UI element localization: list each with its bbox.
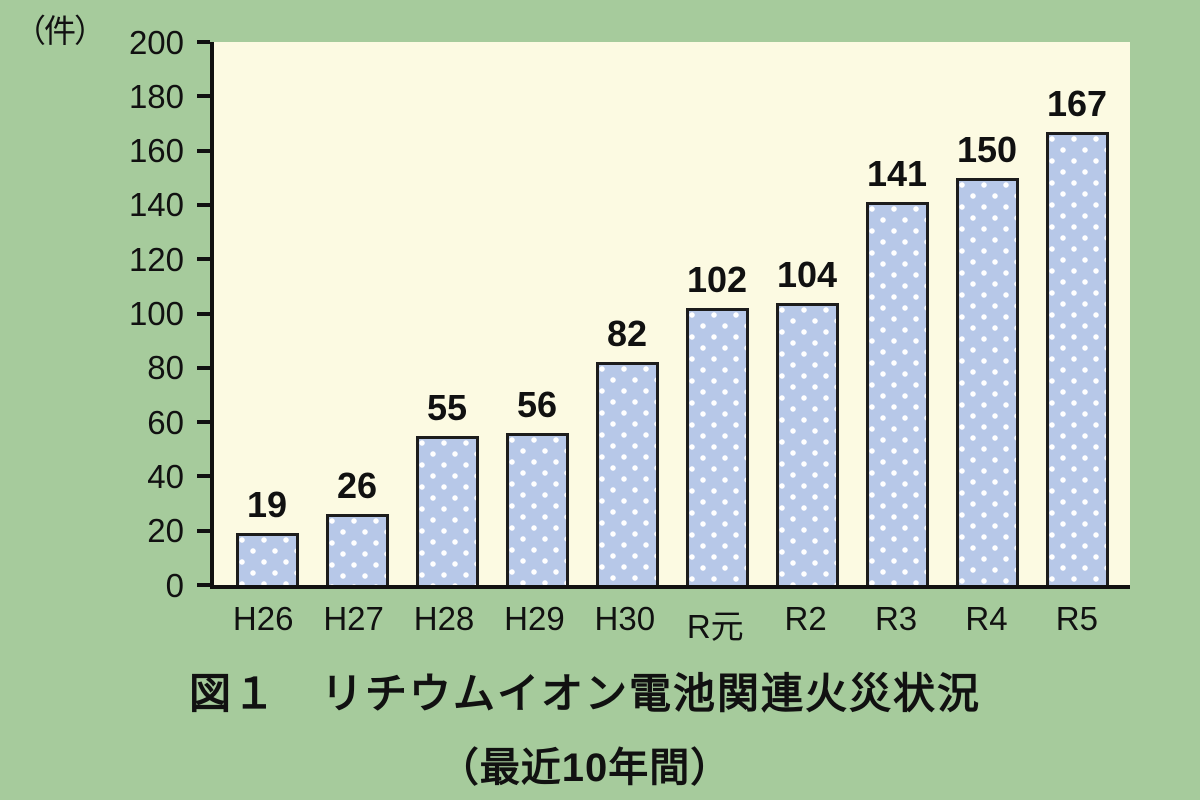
y-tick-label: 40: [147, 457, 184, 495]
bar: [325, 514, 389, 585]
x-axis-labels: H26 H27 H28 H29 H30 R元 R2 R3 R4 R5: [210, 600, 1130, 648]
y-tick-mark: [197, 420, 210, 425]
bar-column: 141: [865, 153, 929, 585]
bar: [595, 362, 659, 585]
bar-column: 167: [1045, 82, 1109, 585]
bar-value-label: 82: [606, 313, 648, 355]
x-tick-label: H29: [504, 600, 565, 637]
x-tick-label: R4: [965, 600, 1008, 637]
bar: [775, 302, 839, 585]
y-axis-unit-label: （件）: [14, 13, 106, 49]
plot-area: 19 26 55 56 82 102 104 141 150 167: [210, 42, 1130, 589]
bar-value-label: 26: [336, 465, 378, 507]
y-tick-mark: [197, 528, 210, 533]
caption: 図１ リチウムイオン電池関連火災状況 （最近10年間）: [0, 660, 1170, 793]
bar-value-label: 141: [866, 153, 928, 195]
bar-value-label: 102: [686, 259, 748, 301]
bar-column: 102: [685, 259, 749, 585]
bar-column: 19: [235, 484, 299, 585]
chart-subtitle: （最近10年間）: [438, 746, 732, 790]
bar: [235, 533, 299, 585]
bar-column: 104: [775, 253, 839, 585]
bar-column: 56: [505, 384, 569, 585]
x-tick-label: R元: [686, 608, 744, 645]
bar-column: 55: [415, 386, 479, 585]
x-tick-label: H28: [413, 600, 475, 637]
x-tick-label: H30: [594, 600, 656, 637]
y-tick-label: 140: [128, 186, 184, 224]
bar: [685, 308, 749, 585]
y-tick-mark: [197, 94, 210, 99]
y-tick-label: 160: [128, 132, 184, 170]
y-axis: 200 180 160 140 120 100 80 60 40 20 0: [0, 26, 210, 602]
y-tick-label: 80: [147, 349, 184, 387]
y-tick-label: 0: [165, 566, 184, 604]
bar-column: 82: [595, 313, 659, 585]
y-tick-label: 200: [128, 23, 184, 61]
x-tick-label: H27: [323, 600, 384, 637]
bar: [955, 177, 1019, 585]
bar-value-label: 104: [776, 253, 838, 295]
x-tick-label: H26: [232, 600, 294, 637]
bar: [505, 433, 569, 585]
bar: [1045, 131, 1109, 585]
y-tick-mark: [197, 257, 210, 262]
bar-series: 19 26 55 56 82 102 104 141 150 167: [214, 42, 1130, 585]
x-tick-label: R2: [784, 600, 827, 637]
y-tick-mark: [197, 148, 210, 153]
y-tick-mark: [197, 202, 210, 207]
bar-value-label: 167: [1046, 82, 1108, 124]
bar-value-label: 150: [956, 128, 1018, 170]
y-tick-label: 100: [128, 295, 184, 332]
bar-value-label: 19: [246, 484, 288, 526]
bar-value-label: 55: [426, 386, 468, 428]
x-tick-label: R3: [874, 600, 918, 637]
bar-column: 150: [955, 128, 1019, 585]
y-tick-mark: [197, 40, 210, 44]
y-tick-label: 180: [128, 77, 184, 115]
y-tick-mark: [197, 474, 210, 479]
y-tick-mark: [197, 583, 210, 587]
bar: [865, 202, 929, 585]
x-tick-label: R5: [1055, 600, 1098, 637]
chart-title: 図１ リチウムイオン電池関連火災状況: [188, 670, 981, 717]
bar: [415, 435, 479, 585]
bar-value-label: 56: [516, 384, 558, 425]
y-tick-label: 20: [147, 512, 184, 550]
y-tick-mark: [197, 311, 210, 316]
y-tick-label: 120: [128, 240, 184, 278]
y-tick-label: 60: [147, 403, 184, 441]
bar-column: 26: [325, 465, 389, 585]
y-tick-mark: [197, 365, 210, 370]
